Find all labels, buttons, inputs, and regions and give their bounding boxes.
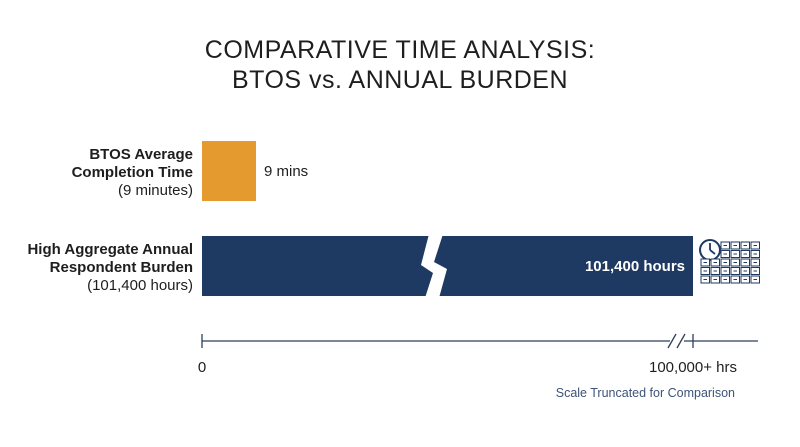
category-label-bold: Respondent Burden bbox=[50, 259, 193, 276]
category-label-bold: High Aggregate Annual bbox=[27, 241, 193, 258]
chart-title-line-1: COMPARATIVE TIME ANALYSIS: bbox=[205, 36, 595, 64]
category-label-sub: (101,400 hours) bbox=[87, 277, 193, 294]
category-label-bold: Completion Time bbox=[72, 164, 193, 181]
category-label-sub: (9 minutes) bbox=[118, 182, 193, 199]
axis-tick-label-max: 100,000+ hrs bbox=[649, 359, 737, 376]
bar-1 bbox=[202, 141, 257, 201]
x-axis: 0 100,000+ hrs bbox=[198, 333, 758, 376]
category-label-bold: BTOS Average bbox=[89, 146, 193, 163]
chart-title: COMPARATIVE TIME ANALYSIS: BTOS vs. ANNU… bbox=[205, 36, 595, 94]
axis-tick-label-zero: 0 bbox=[198, 359, 206, 376]
axis-break-gap bbox=[670, 338, 684, 344]
axis-break-slash-1 bbox=[667, 333, 677, 349]
bar-axis-break bbox=[421, 234, 447, 298]
bar-value-label: 9 mins bbox=[264, 163, 308, 180]
bar-value-label: 101,400 hours bbox=[585, 258, 685, 275]
clock-icon bbox=[699, 239, 721, 261]
icons-layer bbox=[699, 239, 760, 284]
axis-break-slash-2 bbox=[676, 333, 686, 349]
chart-title-line-2: BTOS vs. ANNUAL BURDEN bbox=[232, 66, 568, 94]
scale-note: Scale Truncated for Comparison bbox=[556, 386, 735, 400]
file-boxes-icon bbox=[700, 241, 760, 284]
bar-2 bbox=[202, 236, 693, 296]
